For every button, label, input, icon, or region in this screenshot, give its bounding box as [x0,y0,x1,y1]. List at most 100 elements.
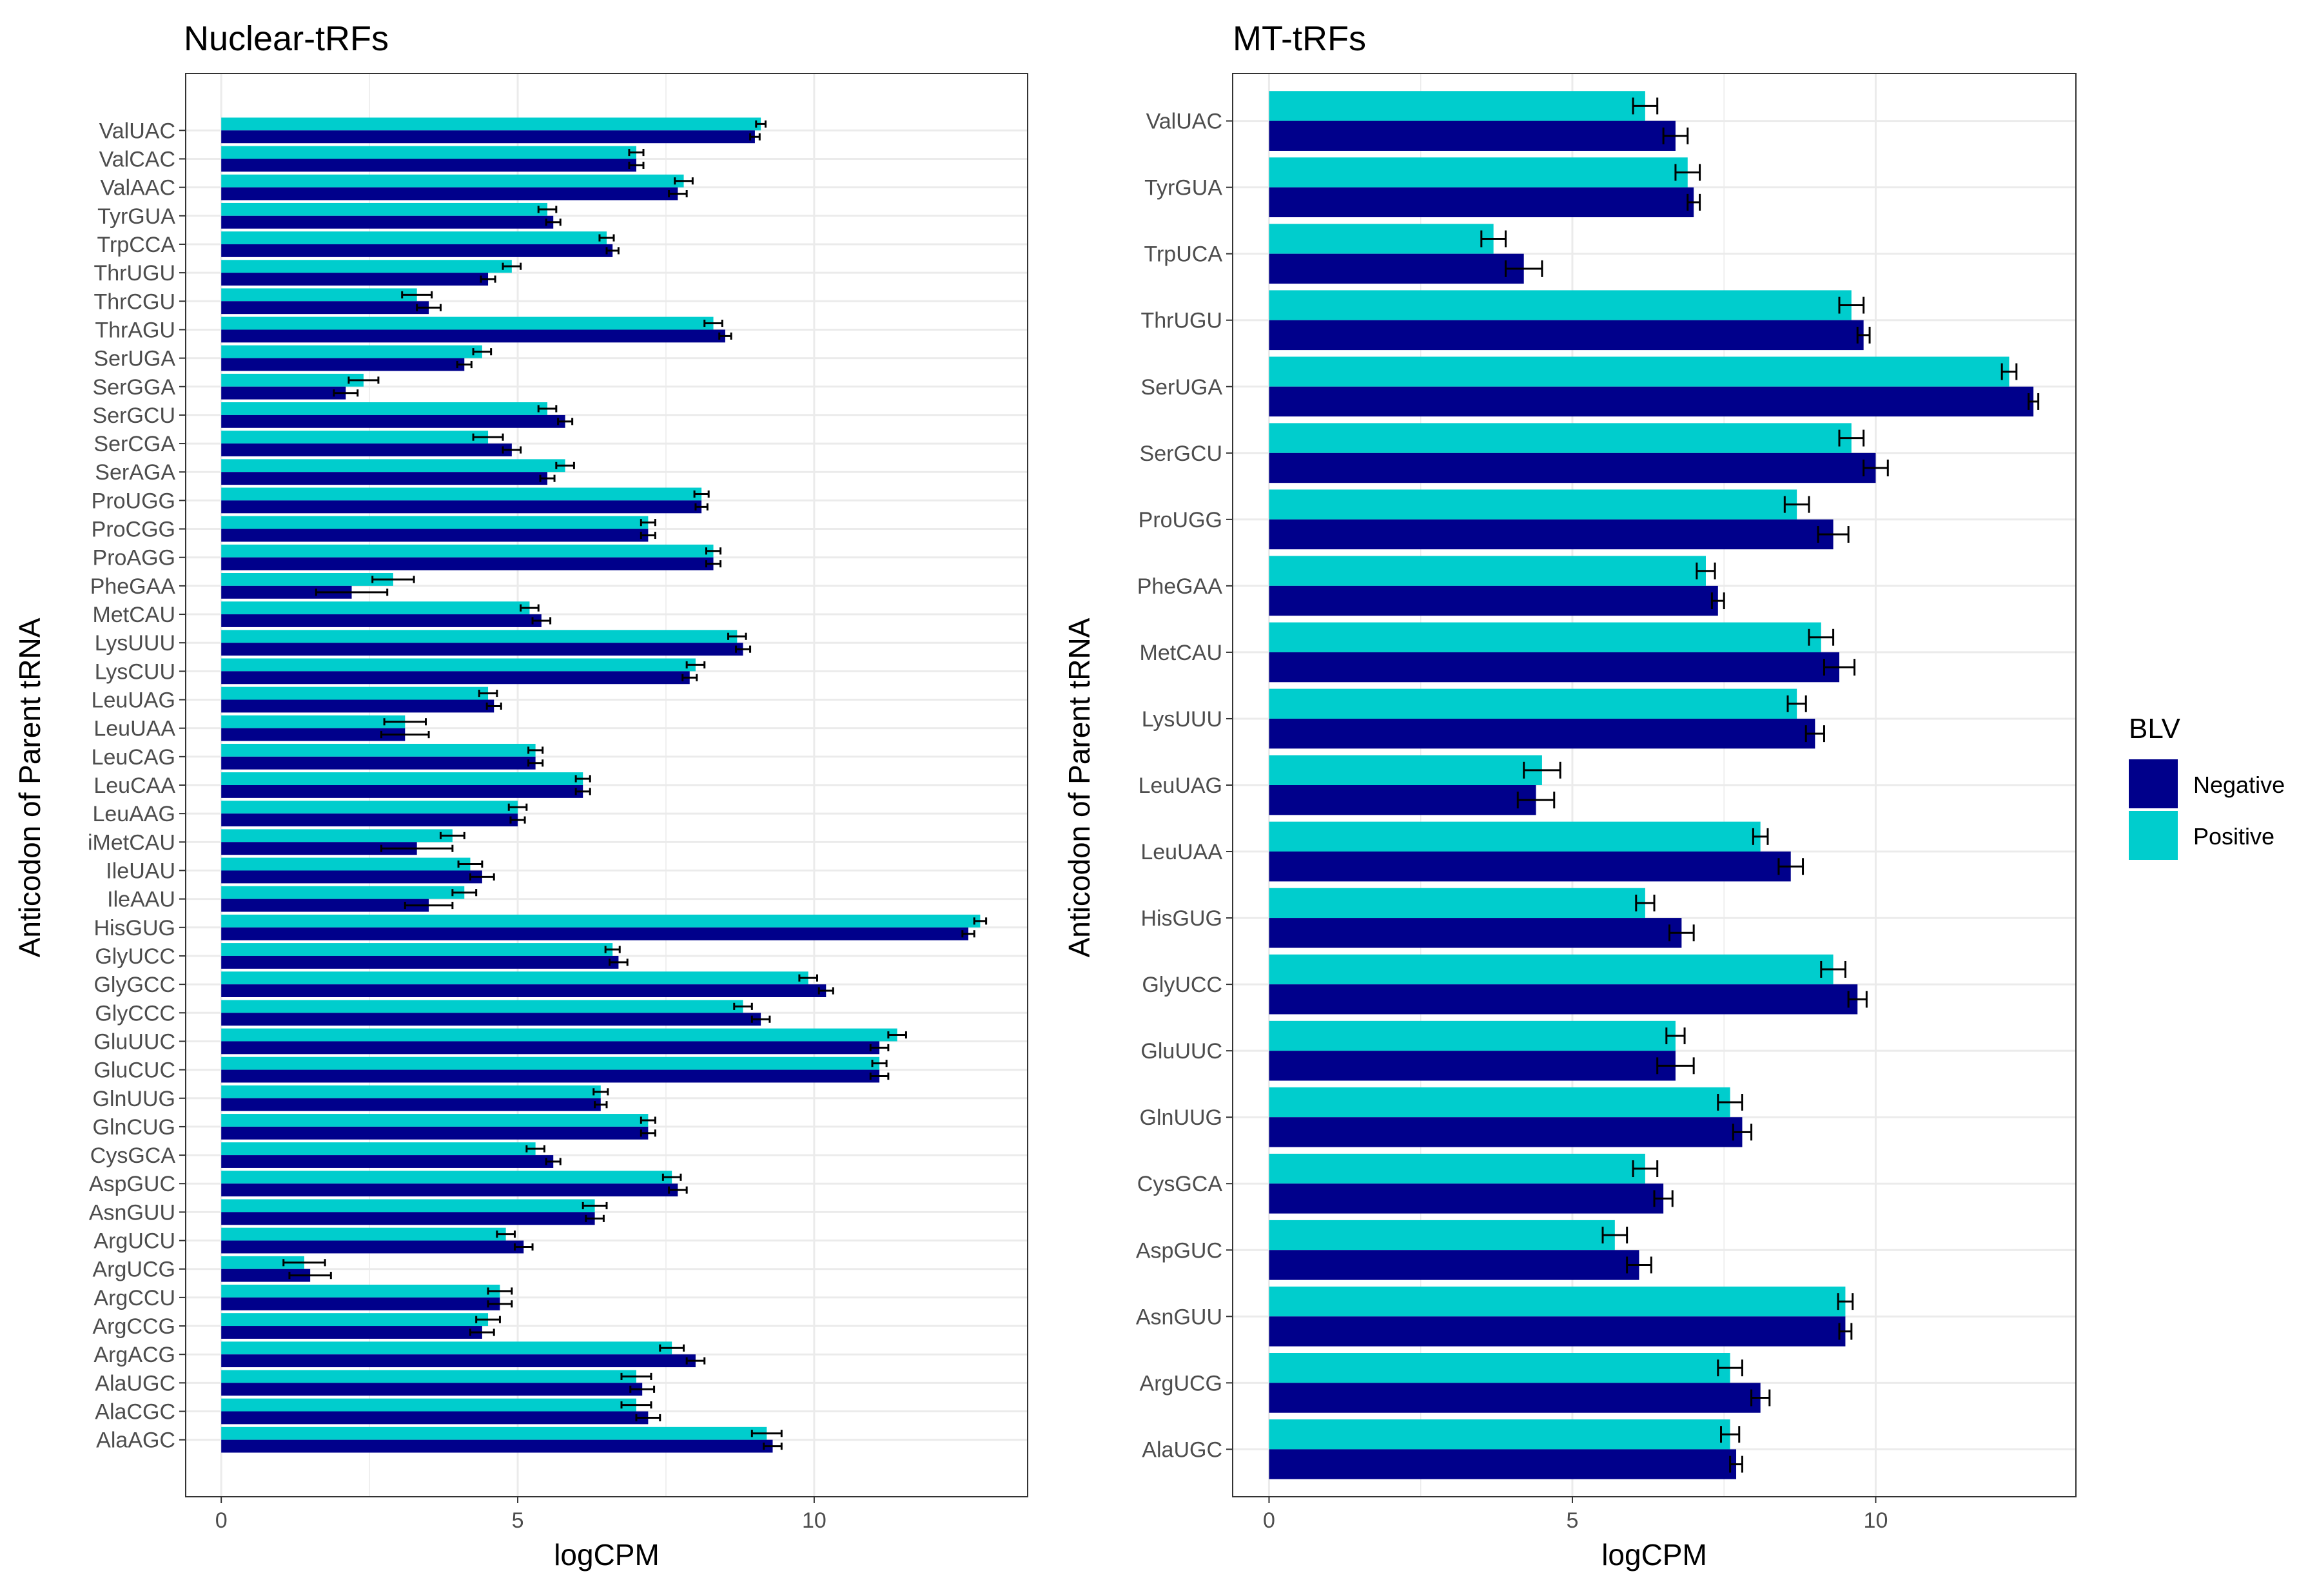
mt-bar-negative-thrugu [1269,320,1864,351]
nuclear-y-tick-alaagc: AlaAGC [96,1428,175,1453]
nuclear-y-tick-argccg: ArgCCG [93,1314,175,1339]
mt-y-tick-cysgca: CysGCA [1137,1172,1223,1196]
mt-y-tick-prougg: ProUGG [1139,508,1222,532]
nuclear-bar-positive-leucaa [221,772,583,785]
nuclear-bar-positive-thrcgu [221,288,417,302]
nuclear-bar-positive-trpcca [221,231,607,244]
nuclear-bar-negative-thrcgu [221,301,429,315]
nuclear-bar-negative-argacg [221,1354,696,1368]
mt-y-tick-gluuuc: GluUUC [1140,1039,1222,1064]
mt-y-tick-tyrgua: TyrGUA [1144,176,1222,200]
mt-bar-negative-lysuuu [1269,718,1815,749]
nuclear-y-tick-proagg: ProAGG [93,546,175,570]
nuclear-bar-negative-leuaag [221,813,518,827]
nuclear-bar-positive-sergga [221,373,364,387]
nuclear-bar-negative-imetcau [221,842,417,855]
nuclear-bar-positive-phegaa [221,573,393,586]
nuclear-bar-positive-asnguu [221,1199,595,1212]
nuclear-bar-positive-thrugu [221,260,512,273]
nuclear-y-tick-valcac: ValCAC [99,147,175,171]
mt-y-tick-glyucc: GlyUCC [1142,973,1222,997]
mt-x-tick-0: 0 [1263,1508,1275,1533]
mt-bar-positive-seruga [1269,356,2010,387]
nuclear-bar-negative-alacgc [221,1411,649,1425]
nuclear-y-tick-glucuc: GluCUC [93,1058,175,1083]
nuclear-bar-positive-seraga [221,459,565,472]
nuclear-bar-positive-imetcau [221,829,453,842]
mt-bar-positive-sergcu [1269,423,1852,453]
nuclear-y-tick-argccu: ArgCCU [93,1286,175,1310]
mt-y-tick-aspguc: AspGUC [1136,1238,1222,1263]
nuclear-bar-negative-seruga [221,358,465,371]
mt-y-tick-valuac: ValUAC [1146,110,1222,134]
nuclear-y-tick-glyccc: GlyCCC [95,1001,175,1026]
nuclear-bar-positive-glnuug [221,1085,601,1098]
nuclear-bar-negative-cysgca [221,1155,554,1168]
nuclear-bar-negative-proagg [221,557,714,570]
nuclear-chart-title: Nuclear-tRFs [184,19,389,58]
nuclear-bar-negative-glucuc [221,1069,880,1083]
nuclear-bar-negative-alaagc [221,1439,773,1453]
nuclear-bar-positive-hisgug [221,914,981,928]
mt-bar-positive-argucg [1269,1352,1730,1383]
nuclear-bar-negative-lyscuu [221,671,690,685]
nuclear-x-tick-10: 10 [802,1508,826,1533]
mt-x-tick-5: 5 [1567,1508,1579,1533]
nuclear-bar-negative-sercga [221,443,512,456]
nuclear-x-tick-0: 0 [215,1508,228,1533]
mt-y-tick-hisgug: HisGUG [1140,906,1222,931]
mt-y-tick-lysuuu: LysUUU [1142,707,1222,732]
mt-bar-positive-prougg [1269,489,1797,520]
mt-bar-positive-gluuuc [1269,1020,1676,1051]
legend-title: BLV [2129,713,2181,744]
mt-bar-negative-prougg [1269,519,1834,550]
nuclear-bar-negative-gluuuc [221,1041,880,1055]
mt-x-axis-label: logCPM [1601,1538,1707,1572]
nuclear-y-tick-valaac: ValAAC [100,176,175,200]
mt-y-tick-leuuaa: LeuUAA [1140,840,1222,864]
mt-bar-negative-leuuaa [1269,852,1791,882]
mt-bar-negative-valuac [1269,121,1676,151]
mt-bar-positive-aspguc [1269,1220,1615,1251]
nuclear-bar-positive-proagg [221,544,714,558]
nuclear-y-tick-argucu: ArgUCU [93,1229,175,1254]
nuclear-y-tick-asnguu: AsnGUU [89,1200,175,1225]
mt-bar-negative-leuuag [1269,785,1536,815]
legend-negative-label: Negative [2193,772,2285,798]
nuclear-trfs-panel: Nuclear-tRFs ValUAC ValCAC ValAAC TyrGUA Trp… [13,19,1028,1572]
mt-y-tick-thrugu: ThrUGU [1140,309,1222,333]
nuclear-bar-positive-leuuaa [221,715,406,728]
mt-bar-positive-alaugc [1269,1419,1730,1450]
nuclear-bar-negative-thrugu [221,273,489,286]
mt-bar-negative-tyrgua [1269,187,1694,218]
mt-bar-negative-hisgug [1269,918,1682,948]
nuclear-bar-negative-glncug [221,1126,649,1140]
mt-bar-negative-glyucc [1269,984,1858,1015]
nuclear-y-tick-glnuug: GlnUUG [93,1087,175,1111]
mt-bar-positive-glnuug [1269,1087,1730,1118]
mt-y-tick-asnguu: AsnGUU [1136,1305,1222,1329]
mt-chart-title: MT-tRFs [1233,19,1366,58]
nuclear-bars [221,117,981,1453]
mt-bar-positive-metcau [1269,622,1821,652]
nuclear-y-tick-gluuuc: GluUUC [93,1029,175,1054]
nuclear-bar-negative-valuac [221,130,755,144]
nuclear-y-tick-procgg: ProCGG [92,518,175,542]
nuclear-bar-negative-argccu [221,1297,500,1310]
nuclear-bar-negative-leuuag [221,699,494,713]
mt-bar-negative-argucg [1269,1383,1761,1413]
nuclear-bar-negative-valaac [221,187,678,200]
nuclear-bar-negative-ileaau [221,899,429,912]
legend-negative-swatch [2129,759,2178,808]
mt-bar-positive-leuuaa [1269,821,1761,852]
nuclear-bar-positive-tyrgua [221,202,548,216]
nuclear-bar-positive-argccg [221,1313,489,1327]
nuclear-y-axis-label: Anticodon of Parent tRNA [13,618,46,957]
mt-bar-negative-glnuug [1269,1117,1743,1147]
nuclear-y-tick-thrugu: ThrUGU [93,261,175,286]
nuclear-bar-negative-asnguu [221,1212,595,1225]
mt-y-tick-metcau: MetCAU [1140,641,1222,665]
nuclear-y-tick-aspguc: AspGUC [89,1172,175,1196]
nuclear-bar-negative-sergga [221,386,346,400]
nuclear-bar-negative-argucu [221,1240,524,1254]
